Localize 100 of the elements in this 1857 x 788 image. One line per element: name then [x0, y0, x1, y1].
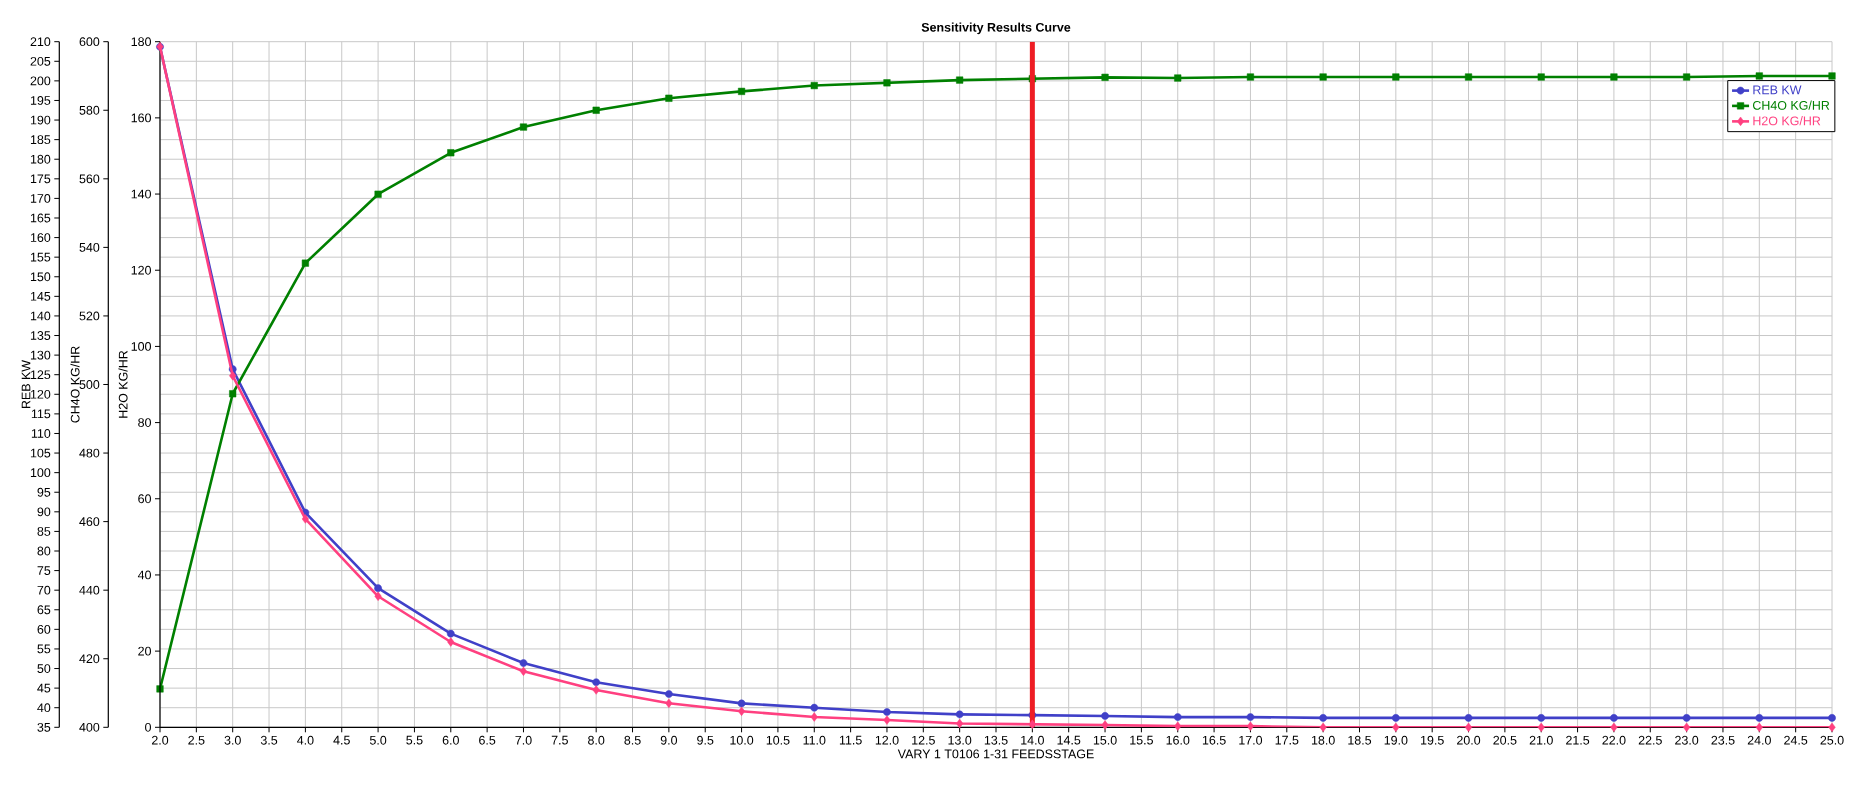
- y3-tick-label: 80: [138, 418, 151, 427]
- y-tick-label: 85: [37, 527, 51, 536]
- y-tick-label: 90: [37, 507, 51, 517]
- y-tick-label: 70: [37, 585, 51, 595]
- x-tick-label: 17.0: [1239, 735, 1263, 745]
- y-tick-label: 75: [37, 566, 51, 575]
- x-tick-label: 13.5: [984, 735, 1008, 745]
- y2-tick-label: 520: [79, 311, 100, 321]
- x-tick-label: 7.0: [515, 735, 532, 745]
- y3-tick-label: 20: [138, 646, 151, 656]
- y-tick-label: 35: [37, 722, 51, 732]
- x-tick-label: 16.0: [1166, 735, 1190, 745]
- y-tick-label: 115: [31, 409, 51, 419]
- x-tick-label: 17.5: [1275, 735, 1299, 745]
- x-tick-label: 8.5: [624, 735, 641, 745]
- y-tick-label: 80: [37, 546, 51, 556]
- x-tick-label: 10.0: [730, 735, 754, 745]
- x-tick-label: 24.0: [1747, 735, 1771, 745]
- x-tick-label: 3.5: [260, 735, 278, 745]
- x-tick-label: 14.0: [1021, 735, 1044, 745]
- y-tick-label: 145: [30, 292, 51, 301]
- x-tick-label: 5.5: [406, 735, 423, 745]
- legend-label: CH4O KG/HR: [1752, 100, 1830, 110]
- x-tick-label: 21.5: [1566, 735, 1590, 745]
- x-tick-label: 9.0: [660, 735, 678, 745]
- y-tick-label: 200: [30, 76, 51, 86]
- x-tick-label: 22.0: [1602, 735, 1626, 745]
- y2-tick-label: 580: [79, 105, 100, 115]
- y-tick-label: 55: [37, 644, 51, 654]
- y-tick-label: 180: [30, 154, 51, 164]
- x-tick-label: 19.0: [1384, 735, 1408, 745]
- y-tick-label: 160: [30, 233, 51, 242]
- y-tick-label: 40: [37, 703, 51, 713]
- x-tick-label: 24.5: [1784, 735, 1808, 745]
- x-tick-label: 7.5: [551, 735, 568, 745]
- x-tick-label: 23.5: [1711, 735, 1735, 745]
- y3-axis-title: H2O KG/HR: [118, 350, 128, 418]
- y-tick-label: 60: [37, 624, 51, 634]
- y-tick-label: 125: [30, 370, 51, 380]
- y2-tick-label: 440: [79, 585, 100, 595]
- x-axis-title: VARY 1 T0106 1-31 FEEDSSTAGE: [897, 749, 1094, 759]
- y3-tick-label: 40: [137, 570, 151, 580]
- y-tick-label: 135: [30, 331, 51, 340]
- y2-tick-label: 420: [79, 654, 100, 664]
- y-tick-label: 185: [30, 135, 51, 145]
- x-tick-label: 22.5: [1638, 735, 1662, 745]
- y3-tick-label: 180: [131, 37, 151, 47]
- y-tick-label: 210: [30, 37, 51, 47]
- y-tick-label: 50: [37, 664, 51, 673]
- x-tick-label: 12.5: [912, 735, 935, 745]
- y-tick-label: 205: [30, 56, 51, 66]
- x-tick-label: 20.0: [1457, 735, 1481, 745]
- y-tick-label: 105: [30, 448, 51, 458]
- y-tick-label: 165: [30, 213, 51, 223]
- x-tick-label: 8.0: [588, 735, 605, 745]
- x-tick-label: 19.5: [1421, 735, 1444, 745]
- y2-tick-label: 460: [79, 517, 100, 527]
- x-tick-label: 18.0: [1311, 735, 1335, 745]
- legend-label: H2O KG/HR: [1753, 116, 1821, 126]
- y-tick-label: 190: [30, 115, 51, 125]
- x-tick-label: 18.5: [1348, 735, 1372, 745]
- x-tick-label: 20.5: [1493, 735, 1517, 745]
- y2-tick-label: 540: [79, 242, 100, 252]
- chart-title: Sensitivity Results Curve: [921, 22, 1071, 35]
- x-tick-label: 4.0: [297, 735, 314, 745]
- x-tick-label: 12.0: [875, 735, 899, 745]
- x-tick-label: 15.0: [1093, 735, 1117, 745]
- y3-tick-label: 0: [145, 722, 151, 732]
- y3-tick-label: 60: [138, 494, 151, 504]
- y3-tick-label: 160: [131, 113, 151, 123]
- y-tick-label: 65: [37, 605, 51, 615]
- y2-axis-title: CH4O KG/HR: [70, 346, 80, 423]
- y3-tick-label: 140: [131, 189, 151, 199]
- x-tick-label: 14.5: [1057, 735, 1081, 745]
- x-tick-label: 5.0: [369, 735, 387, 745]
- y2-tick-label: 500: [79, 380, 100, 389]
- y-tick-label: 140: [30, 311, 51, 321]
- x-tick-label: 10.5: [766, 735, 790, 745]
- legend-label: REB KW: [1753, 85, 1802, 95]
- y3-tick-label: 100: [131, 342, 151, 351]
- x-tick-label: 11.0: [803, 735, 826, 745]
- y-tick-label: 45: [37, 683, 51, 693]
- y-tick-label: 95: [37, 487, 51, 497]
- y2-tick-label: 400: [79, 722, 100, 732]
- y-tick-label: 130: [30, 350, 51, 360]
- y-axis-title: REB KW: [21, 359, 31, 409]
- y3-tick-label: 120: [131, 265, 151, 275]
- x-tick-label: 23.0: [1675, 735, 1699, 745]
- x-tick-label: 4.5: [333, 735, 350, 745]
- y-tick-label: 155: [30, 252, 51, 262]
- x-tick-label: 2.0: [151, 735, 169, 745]
- x-tick-label: 9.5: [697, 735, 714, 745]
- x-tick-label: 13.0: [948, 735, 972, 745]
- x-tick-label: 2.5: [188, 735, 205, 745]
- y-tick-label: 175: [30, 174, 51, 184]
- x-tick-label: 6.5: [479, 735, 496, 745]
- x-tick-label: 3.0: [224, 735, 241, 745]
- y-tick-label: 110: [31, 429, 51, 438]
- y-tick-label: 195: [30, 96, 51, 105]
- x-tick-label: 16.5: [1202, 735, 1226, 745]
